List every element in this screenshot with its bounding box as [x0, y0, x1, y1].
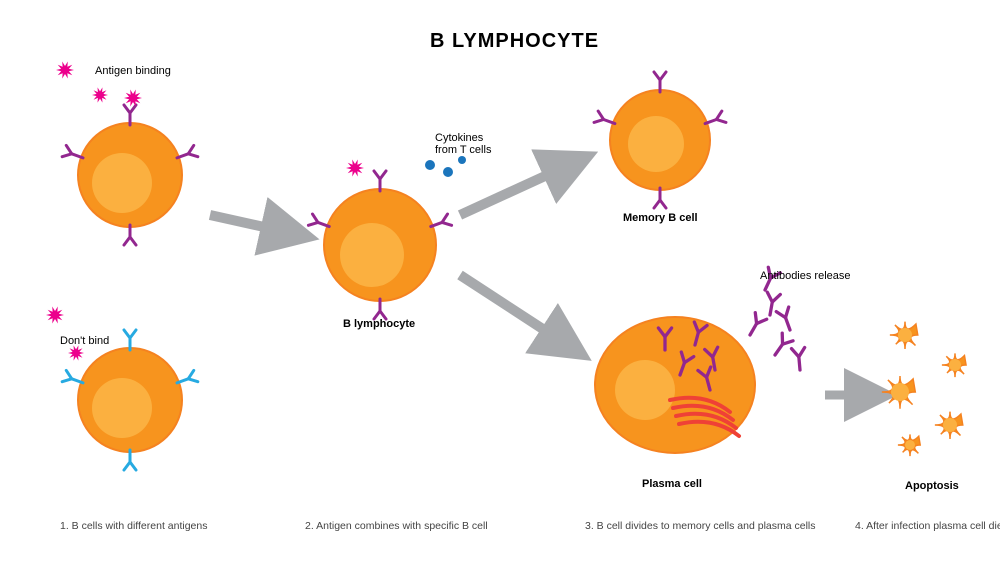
receptor-icon — [374, 171, 386, 191]
diagram-canvas: { "title": { "text": "B LYMPHOCYTE", "x"… — [0, 0, 1000, 563]
process-arrow — [210, 215, 300, 235]
caption-1: 1. B cells with different antigens — [60, 520, 207, 532]
caption-4: 4. After infection plasma cell dies — [855, 520, 1000, 532]
antigen-icon — [68, 345, 84, 360]
label-plasma: Plasma cell — [642, 478, 702, 490]
apoptosis-nucleus — [949, 359, 961, 371]
cell-nucleus — [92, 153, 152, 213]
apoptosis-nucleus — [898, 328, 912, 342]
antigen-icon — [46, 306, 64, 323]
receptor-icon — [124, 450, 136, 470]
label-memory: Memory B cell — [623, 212, 698, 224]
cytokine-dot — [425, 160, 435, 170]
cell-nucleus — [340, 223, 404, 287]
receptor-icon — [776, 307, 796, 332]
cytokine-dot — [443, 167, 453, 177]
antigen-icon — [346, 159, 364, 176]
label-antigen-binding: Antigen binding — [95, 65, 171, 77]
cell-nucleus — [92, 378, 152, 438]
receptor-icon — [770, 333, 793, 359]
label-dont-bind: Don't bind — [60, 335, 109, 347]
caption-3: 3. B cell divides to memory cells and pl… — [585, 520, 816, 532]
label-apoptosis: Apoptosis — [905, 480, 959, 492]
receptor-icon — [124, 330, 136, 350]
cell-nucleus — [628, 116, 684, 172]
caption-2: 2. Antigen combines with specific B cell — [305, 520, 488, 532]
antigen-icon — [92, 87, 108, 102]
label-b-lymphocyte: B lymphocyte — [343, 318, 415, 330]
apoptosis-nucleus — [943, 418, 957, 432]
process-arrow — [460, 160, 580, 215]
process-arrow — [460, 275, 575, 350]
apoptosis-nucleus — [891, 383, 909, 401]
plasma-cell-nucleus — [615, 360, 675, 420]
antigen-icon — [56, 61, 74, 78]
receptor-icon — [654, 72, 666, 92]
receptor-icon — [374, 299, 386, 319]
receptor-icon — [124, 225, 136, 245]
receptor-icon — [744, 313, 766, 339]
receptor-icon — [792, 348, 807, 371]
cytokine-dot — [458, 156, 466, 164]
receptor-icon — [654, 188, 666, 208]
receptor-icon — [124, 105, 136, 125]
label-cytokines: Cytokines from T cells — [435, 132, 491, 156]
label-antibodies: Antibodies release — [760, 270, 851, 282]
antigen-icon — [124, 89, 142, 106]
apoptosis-nucleus — [905, 440, 915, 450]
